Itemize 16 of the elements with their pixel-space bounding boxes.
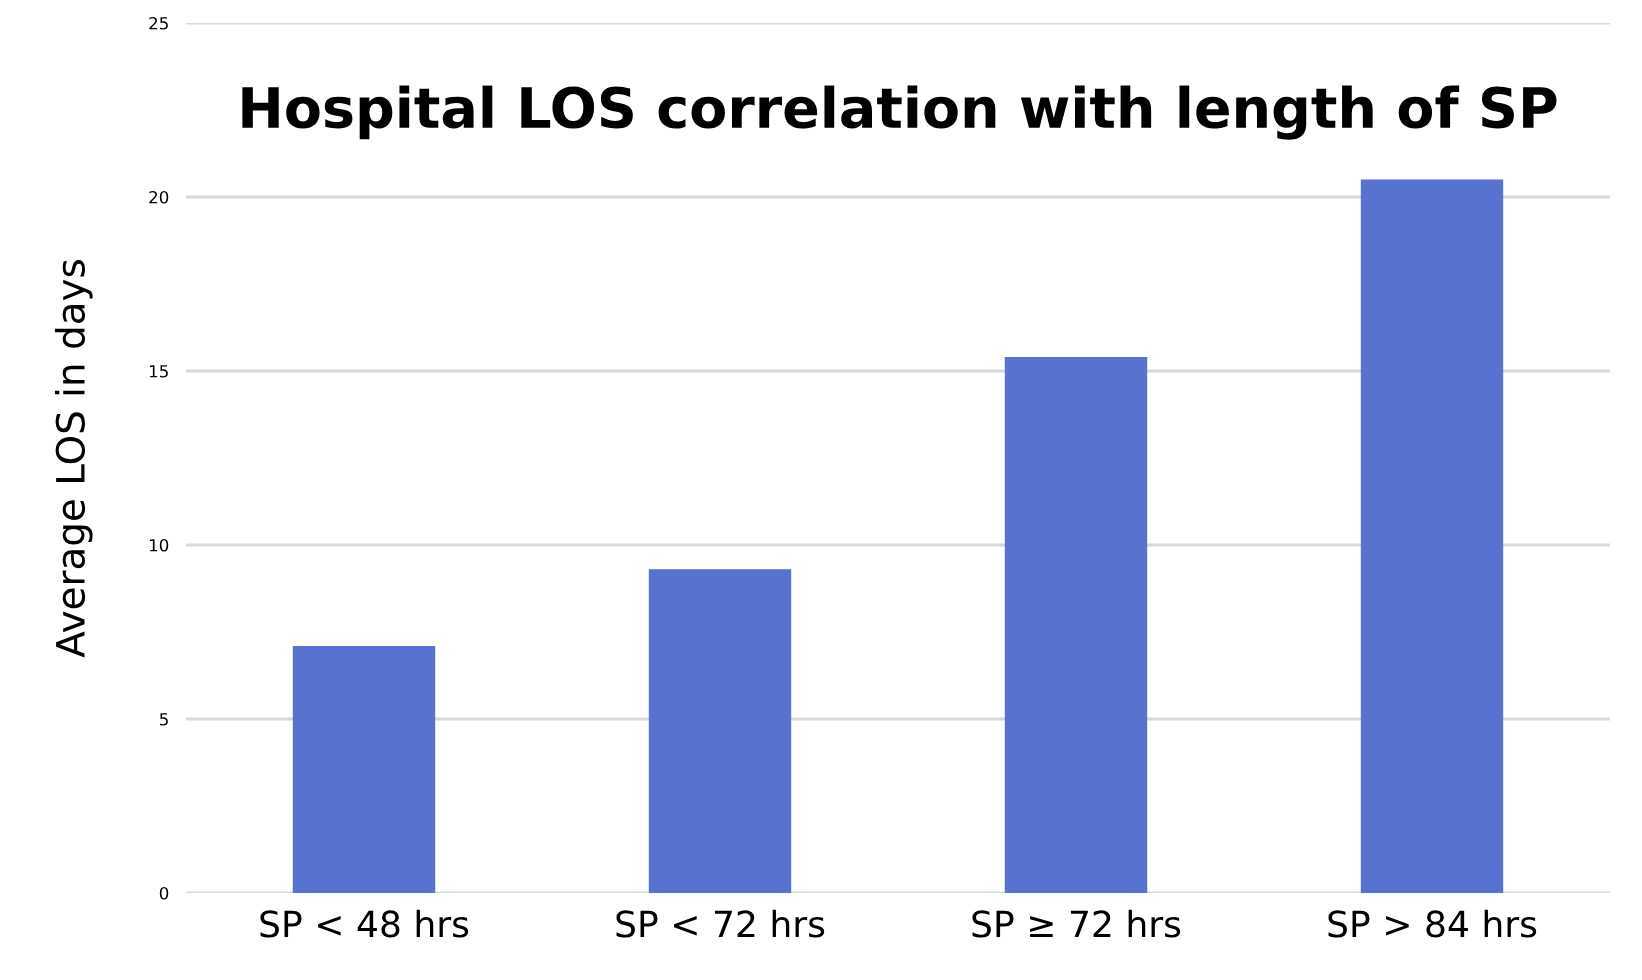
y-tick-label: 15 — [149, 365, 168, 378]
bar — [292, 645, 436, 893]
y-tick-label: 20 — [149, 190, 169, 204]
x-tick-label: SP < 72 hrs — [616, 909, 825, 938]
x-tick-label: SP ≥ 72 hrs — [972, 909, 1181, 938]
y-tick-label: 25 — [149, 16, 168, 30]
bar — [1004, 357, 1148, 893]
y-tick-label: 10 — [149, 538, 169, 552]
bar — [648, 569, 792, 893]
x-tick-label: SP > 84 hrs — [1328, 909, 1537, 938]
y-axis-title: Average LOS in days — [54, 260, 93, 658]
y-tick-label: 0 — [159, 886, 169, 900]
text: Hospital LOS correlation with length of SP — [242, 85, 1557, 140]
x-tick-label: SP < 48 hrs — [260, 909, 469, 938]
y-tick-label: 5 — [160, 713, 168, 726]
bar — [1360, 179, 1504, 893]
